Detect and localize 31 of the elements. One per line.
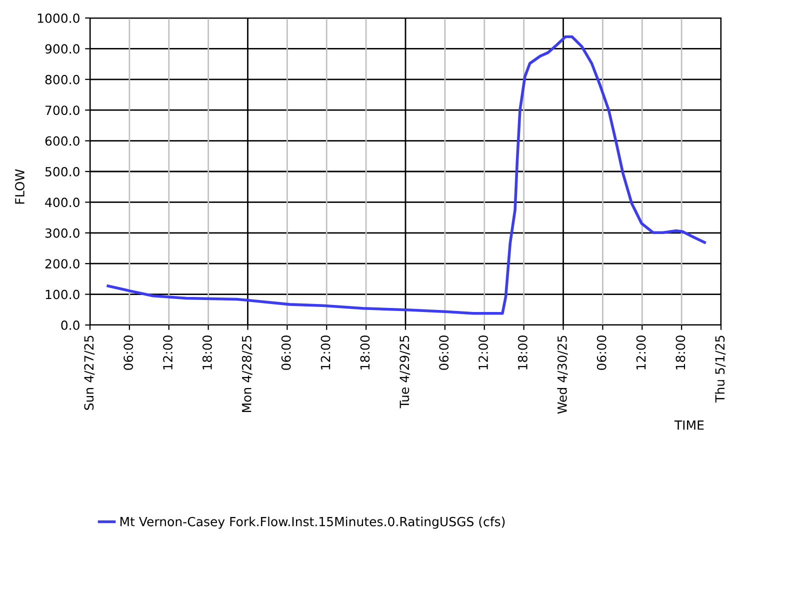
x-tick-label: 06:00: [281, 336, 291, 370]
y-tick-label: 100.0: [46, 290, 80, 300]
x-tick-label: Mon 4/28/25: [242, 336, 252, 412]
y-tick-label: 800.0: [45, 74, 80, 84]
y-tick-label: 600.0: [45, 136, 80, 146]
x-tick-label: 12:00: [478, 336, 488, 370]
y-tick-label: 200.0: [45, 259, 80, 269]
x-tick-label: 18:00: [360, 336, 370, 370]
x-tick-label: 18:00: [676, 336, 686, 370]
x-tick-label: Sun 4/27/25: [84, 336, 95, 410]
y-tick-label: 400.0: [45, 198, 80, 208]
y-tick-label: 300.0: [45, 228, 80, 238]
x-tick-label: 18:00: [202, 336, 212, 370]
x-tick-label: 06:00: [439, 336, 449, 370]
x-tick-label: Wed 4/30/25: [557, 336, 568, 414]
y-tick-label: 500.0: [45, 166, 80, 176]
x-tick-label: 12:00: [320, 336, 330, 370]
y-tick-label: 1000.0: [38, 13, 80, 23]
legend-label: Mt Vernon-Casey Fork.Flow.Inst.15Minutes.0.RatingUSGS (cfs): [120, 516, 505, 529]
y-tick-label: 900.0: [45, 44, 80, 54]
x-tick-label: 12:00: [163, 336, 172, 370]
x-tick-label: Thu 5/1/25: [714, 336, 726, 402]
x-tick-label: 18:00: [518, 336, 528, 370]
x-axis-title: TIME: [674, 420, 704, 430]
x-tick-label: 12:00: [636, 336, 646, 370]
y-tick-label: 700.0: [46, 106, 80, 116]
y-tick-label: 0.0: [61, 320, 80, 330]
x-tick-label: 06:00: [124, 336, 134, 370]
x-tick-label: 06:00: [596, 336, 606, 370]
x-tick-label: Tue 4/29/25: [400, 336, 410, 408]
y-axis-title: FLOW: [15, 169, 24, 204]
